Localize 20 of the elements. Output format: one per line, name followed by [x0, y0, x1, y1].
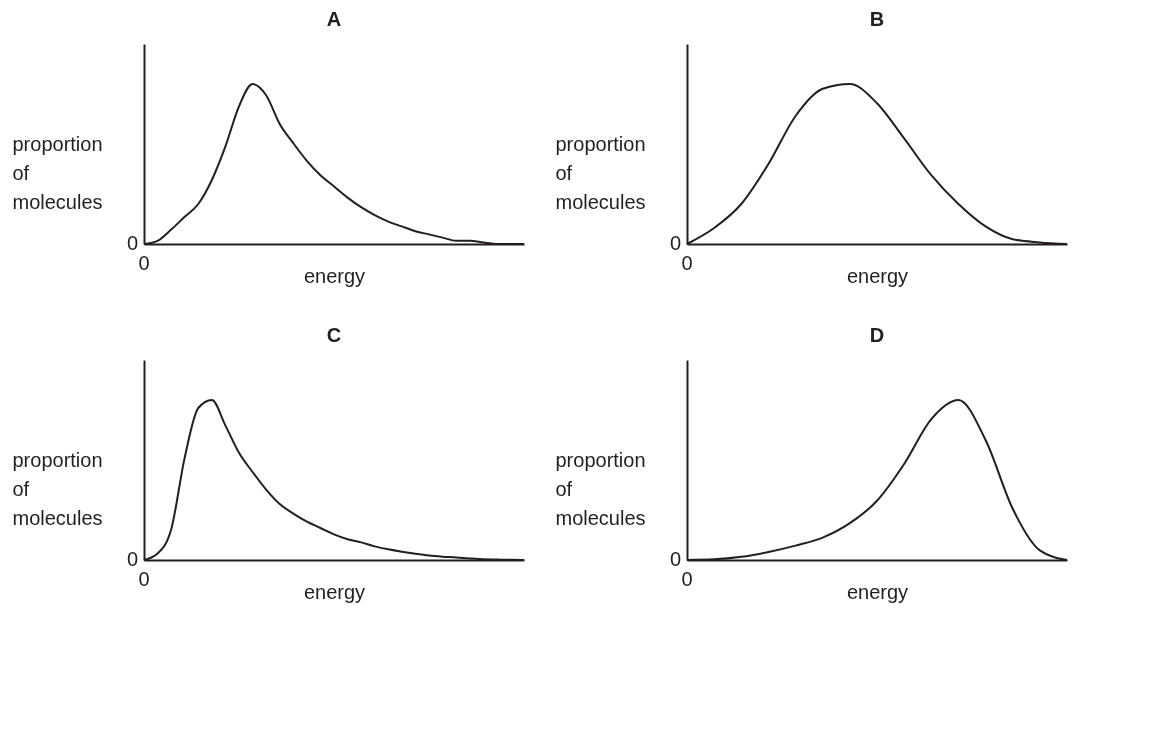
text: 0 [669, 548, 681, 570]
y-axis-title: proportion of molecules [12, 448, 103, 529]
x-axis-title: energy [303, 264, 366, 287]
text: 0 [681, 252, 693, 274]
chart-title: D [869, 324, 885, 346]
text: 0 [126, 548, 138, 570]
chart-title: C [326, 324, 342, 346]
text: 0 [126, 232, 138, 254]
y-axis-title: proportion of molecules [555, 448, 646, 529]
y-axis-title: proportion of molecules [555, 132, 646, 213]
y-axis-title: proportion of molecules [12, 132, 103, 213]
text: 0 [681, 568, 693, 590]
x-axis-title: energy [846, 580, 909, 603]
chart-title: B [869, 8, 885, 30]
x-axis-title: energy [303, 580, 366, 603]
text: 0 [138, 252, 150, 274]
text: 0 [138, 568, 150, 590]
chart-title: A [326, 8, 342, 30]
x-axis-title: energy [846, 264, 909, 287]
text: 0 [669, 232, 681, 254]
